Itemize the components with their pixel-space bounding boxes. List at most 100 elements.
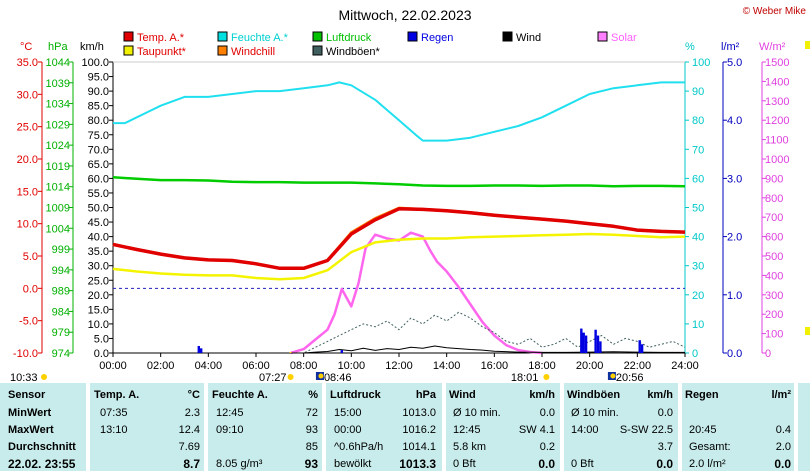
legend-label: Windchill — [231, 46, 275, 58]
sun-moon-markers: 07:27 18:01 08:46 20:56 10:33 — [10, 352, 643, 383]
pressure-axis-tick-label: 1044 — [46, 57, 70, 69]
x-tick-label: 16:00 — [481, 360, 509, 372]
series-taupunkt — [112, 232, 686, 281]
x-tick-label: 10:00 — [338, 360, 366, 372]
legend-label: Regen — [421, 32, 453, 44]
wind-axis-tick-label: 55.0 — [88, 188, 109, 200]
legend: Temp. A.* Feuchte A.* Luftdruck Regen Wind So… — [123, 31, 637, 58]
x-tick-label: 08:00 — [290, 360, 318, 372]
series-windben — [113, 311, 686, 354]
x-tick-label: 18:00 — [528, 360, 556, 372]
solar-axis-tick-label: 1000 — [765, 154, 789, 166]
stat-value: 0.0 — [774, 457, 791, 471]
stat-note: bewölkt — [334, 458, 372, 470]
stat-note: Ø 10 min. — [453, 407, 501, 419]
legend-swatch — [217, 31, 228, 42]
pressure-axis-tick-label: 1019 — [46, 161, 70, 173]
humidity-axis-tick-label: 30 — [692, 261, 704, 273]
unit-humidity: % — [685, 41, 695, 53]
stat-note: 2.0 l/m² — [689, 458, 726, 470]
solar-axis-tick-label: 100 — [765, 329, 783, 341]
rain-bar — [582, 332, 585, 353]
rain-bar — [596, 335, 600, 353]
pressure-axis-tick-label: 999 — [52, 244, 70, 256]
rain-bar — [340, 350, 343, 353]
stat-note: Ø 10 min. — [571, 407, 619, 419]
stat-value: 0.4 — [775, 424, 791, 436]
stat-note: 09:10 — [216, 424, 244, 436]
solar-axis-tick-label: 1300 — [765, 96, 789, 108]
stat-value: SW 4.1 — [518, 424, 555, 436]
rain-bar — [199, 348, 203, 353]
axes: 35.0 30.0 25.0 20.0 15.0 10.0 5.0 0.0 -5.0 -10.0 1… — [13, 41, 810, 360]
wind-axis-tick-label: 85.0 — [88, 101, 109, 113]
header-label: Wind — [449, 389, 476, 401]
rain-bar — [599, 341, 602, 353]
humidity-axis-tick-label: 80 — [692, 115, 704, 127]
rain-axis-tick-label: 5.0 — [727, 57, 742, 69]
unit-temp: °C — [20, 41, 32, 53]
humidity-axis-tick-label: 70 — [692, 144, 704, 156]
stat-note: 07:35 — [100, 407, 128, 419]
pressure-axis-tick-label: 1014 — [46, 182, 70, 194]
series-tempa — [112, 207, 686, 271]
row-label: Durchschnitt — [8, 441, 76, 453]
legend-swatch — [312, 31, 323, 42]
legend-swatch — [312, 45, 323, 56]
pressure-axis-tick-label: 979 — [52, 327, 70, 339]
moon-icon-glyph — [610, 373, 616, 379]
rain-axis-tick-label: 2.0 — [727, 232, 742, 244]
pressure-axis-tick-label: 994 — [52, 265, 70, 277]
wind-axis-tick-label: 0.0 — [94, 348, 109, 360]
legend-label: Wind — [516, 32, 541, 44]
statistics-table: Sensor Temp. A. °C Feuchte A.% Luftdruck hPa W… — [0, 383, 810, 471]
solar-axis-tick-label: 500 — [765, 251, 783, 263]
solar-axis-tick-label: 1100 — [765, 135, 789, 147]
unit-wind: km/h — [80, 41, 104, 53]
stat-note: 8.05 g/m³ — [216, 458, 263, 470]
header-unit: % — [308, 389, 318, 401]
temp-axis-tick-label: 35.0 — [17, 57, 38, 69]
copyright: © Weber Mike — [743, 6, 807, 17]
pressure-axis-tick-label: 974 — [52, 348, 70, 360]
legend-label: Luftdruck — [326, 32, 372, 44]
sun-icon — [41, 374, 47, 380]
current-time: 10:33 — [10, 372, 38, 383]
pressure-axis-tick-label: 984 — [52, 306, 70, 318]
header-unit: km/h — [647, 389, 673, 401]
rain-bar — [197, 346, 200, 353]
rain-bar — [580, 328, 583, 353]
solar-axis-tick-label: 1400 — [765, 76, 789, 88]
humidity-axis-tick-label: 40 — [692, 232, 704, 244]
stat-value: 3.7 — [657, 441, 673, 453]
x-tick-label: 02:00 — [147, 360, 175, 372]
stat-value: 85 — [305, 441, 318, 453]
temp-axis-tick-label: 20.0 — [17, 154, 38, 166]
legend-swatch — [407, 31, 418, 42]
stat-value: 1014.1 — [402, 441, 436, 453]
wind-axis-tick-label: 60.0 — [88, 173, 109, 185]
rain-bar — [584, 335, 588, 353]
stat-note: Gesamt: — [689, 441, 731, 453]
sunrise-time: 07:27 — [259, 372, 287, 383]
stat-note: 5.8 km — [453, 441, 487, 453]
rain-bar — [640, 344, 644, 353]
row-label: 22.02. 23:55 — [8, 457, 76, 471]
stat-note: 20:45 — [689, 424, 717, 436]
unit-pressure: hPa — [48, 41, 68, 53]
legend-label: Solar — [611, 32, 637, 44]
wind-axis-tick-label: 40.0 — [88, 232, 109, 244]
stat-note: 15:00 — [334, 407, 362, 419]
pressure-axis-tick-label: 1034 — [46, 99, 70, 111]
stat-note: 0 Bft — [571, 458, 594, 470]
stat-value: 93 — [304, 457, 318, 471]
pressure-axis-tick-label: 1004 — [46, 223, 70, 235]
wind-axis-tick-label: 5.0 — [94, 333, 109, 345]
rain-bar — [638, 340, 641, 353]
header-label: Luftdruck — [330, 389, 381, 401]
sun-icon — [287, 374, 294, 380]
unit-rain: l/m² — [721, 41, 740, 53]
header-unit: °C — [187, 389, 200, 401]
series-solar — [290, 231, 544, 355]
rain-axis-tick-label: 4.0 — [727, 115, 742, 127]
